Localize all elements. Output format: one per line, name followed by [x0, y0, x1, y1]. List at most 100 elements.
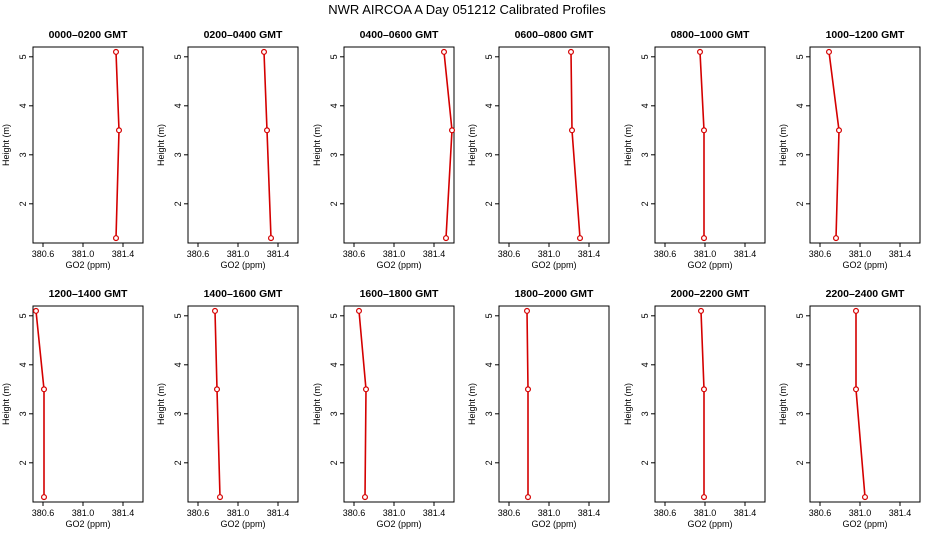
profile-line — [526, 310, 529, 498]
panel-1: 0000–0200 GMT 380.6 381.0 381.4 2 3 4 5 GO2 (ppm… — [1, 29, 144, 270]
data-point — [268, 235, 275, 242]
data-point — [568, 127, 575, 134]
panel-5: 0800–1000 GMT 380.6 381.0 381.4 2 3 4 5 GO2 (ppm… — [623, 29, 766, 270]
y-tick-label: 3 — [173, 411, 183, 416]
y-tick-label: 5 — [640, 313, 650, 318]
y-tick-label: 5 — [484, 313, 494, 318]
panel-title: 1600–1800 GMT — [360, 288, 439, 300]
data-point — [112, 48, 119, 55]
y-axis-label: Height (m) — [467, 383, 477, 425]
panel-title: 0400–0600 GMT — [360, 29, 439, 41]
y-axis-label: Height (m) — [312, 124, 322, 166]
x-tick-label: 380.6 — [654, 249, 677, 259]
y-tick-label: 4 — [18, 103, 28, 108]
x-tick-label: 380.6 — [809, 508, 832, 518]
x-tick-label: 380.6 — [498, 508, 521, 518]
y-axis-label: Height (m) — [312, 383, 322, 425]
x-tick-label: 381.0 — [383, 249, 406, 259]
data-point — [32, 307, 39, 314]
data-point — [700, 494, 707, 501]
data-point — [214, 386, 221, 393]
y-tick-label: 5 — [795, 54, 805, 59]
data-point — [261, 48, 268, 55]
y-tick-label: 3 — [484, 152, 494, 157]
y-tick-label: 4 — [329, 103, 339, 108]
y-tick-label: 4 — [173, 362, 183, 367]
x-axis-label: GO2 (ppm) — [65, 519, 110, 529]
x-tick-label: 381.0 — [538, 249, 561, 259]
x-tick-label: 381.0 — [849, 508, 872, 518]
plot-frame — [654, 305, 766, 503]
x-tick-label: 381.4 — [734, 508, 757, 518]
y-tick-label: 2 — [640, 201, 650, 206]
y-axis-label: Height (m) — [156, 383, 166, 425]
y-tick-label: 3 — [329, 411, 339, 416]
data-point — [697, 307, 704, 314]
x-axis-label: GO2 (ppm) — [687, 260, 732, 270]
y-tick-label: 5 — [329, 54, 339, 59]
x-axis-label: GO2 (ppm) — [376, 260, 421, 270]
y-axis-label: Height (m) — [623, 383, 633, 425]
panel-title: 2200–2400 GMT — [826, 288, 905, 300]
data-point — [832, 235, 839, 242]
panel-9: 1600–1800 GMT 380.6 381.0 381.4 2 3 4 5 GO2 (ppm… — [312, 288, 455, 529]
y-tick-label: 4 — [329, 362, 339, 367]
profile-line — [35, 310, 45, 498]
plot-frame — [32, 46, 144, 244]
y-tick-label: 5 — [484, 54, 494, 59]
y-tick-label: 4 — [484, 362, 494, 367]
panel-title: 1800–2000 GMT — [515, 288, 594, 300]
data-point — [835, 127, 842, 134]
panel-title: 0800–1000 GMT — [671, 29, 750, 41]
y-tick-label: 5 — [173, 313, 183, 318]
y-axis-label: Height (m) — [156, 124, 166, 166]
y-tick-label: 4 — [640, 362, 650, 367]
y-tick-label: 2 — [484, 201, 494, 206]
y-axis-label: Height (m) — [778, 124, 788, 166]
data-point — [852, 386, 859, 393]
y-tick-label: 4 — [795, 103, 805, 108]
x-tick-label: 380.6 — [187, 508, 210, 518]
panel-title: 2000–2200 GMT — [671, 288, 750, 300]
profile-line — [115, 51, 120, 239]
panel-title: 0600–0800 GMT — [515, 29, 594, 41]
x-tick-label: 381.0 — [538, 508, 561, 518]
data-point — [523, 307, 530, 314]
data-point — [40, 386, 47, 393]
profile-line — [570, 51, 581, 239]
panel-11: 2000–2200 GMT 380.6 381.0 381.4 2 3 4 5 GO2 (ppm… — [623, 288, 766, 529]
x-axis-label: GO2 (ppm) — [842, 260, 887, 270]
x-tick-label: 381.4 — [267, 508, 290, 518]
x-tick-label: 381.0 — [694, 508, 717, 518]
data-point — [524, 386, 531, 393]
y-tick-label: 5 — [329, 313, 339, 318]
plot-frame — [809, 305, 921, 503]
x-tick-label: 380.6 — [654, 508, 677, 518]
data-point — [700, 386, 707, 393]
y-tick-label: 3 — [329, 152, 339, 157]
x-axis-label: GO2 (ppm) — [531, 260, 576, 270]
panel-3: 0400–0600 GMT 380.6 381.0 381.4 2 3 4 5 GO2 (ppm… — [312, 29, 456, 270]
data-point — [861, 494, 868, 501]
data-point — [700, 127, 707, 134]
data-point — [576, 235, 583, 242]
y-tick-label: 2 — [795, 201, 805, 206]
plot-frame — [654, 46, 766, 244]
data-point — [115, 127, 122, 134]
data-point — [217, 494, 224, 501]
y-tick-label: 3 — [173, 152, 183, 157]
x-tick-label: 380.6 — [32, 249, 55, 259]
y-tick-label: 2 — [18, 201, 28, 206]
y-axis-label: Height (m) — [1, 383, 11, 425]
data-point — [112, 235, 119, 242]
y-tick-label: 2 — [173, 201, 183, 206]
plot-frame — [498, 46, 610, 244]
y-axis-label: Height (m) — [1, 124, 11, 166]
data-point — [449, 127, 456, 134]
profile-line — [358, 310, 367, 498]
plot-frame — [498, 305, 610, 503]
panel-title: 1400–1600 GMT — [204, 288, 283, 300]
data-point — [362, 494, 369, 501]
data-point — [363, 386, 370, 393]
x-tick-label: 381.0 — [694, 249, 717, 259]
